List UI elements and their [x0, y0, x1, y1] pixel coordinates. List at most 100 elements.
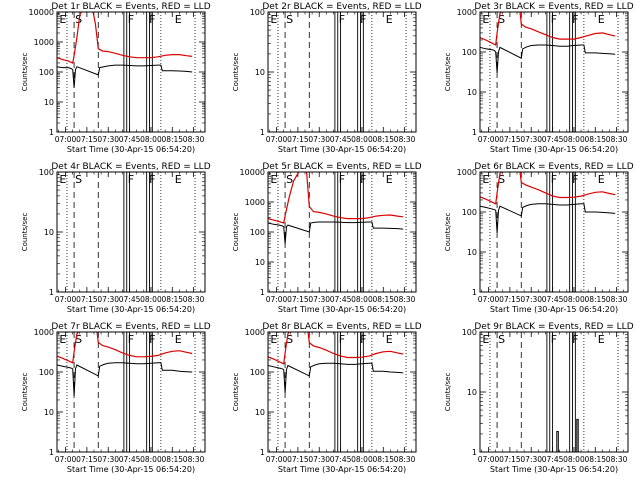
marker-label-e: E — [386, 333, 393, 346]
x-axis-label: Start Time (30-Apr-15 06:54:20) — [278, 465, 406, 474]
marker-label-f: F — [551, 333, 557, 346]
x-tick-label: 07:00 — [55, 295, 77, 304]
x-tick-label: 08:30 — [183, 135, 205, 144]
plot-frame — [267, 11, 417, 133]
marker-label-e: E — [482, 333, 489, 346]
x-axis-label: Start Time (30-Apr-15 06:54:20) — [490, 465, 618, 474]
x-tick-label: 07:00 — [266, 135, 288, 144]
x-tick-label: 08:00 — [140, 135, 162, 144]
x-tick-label: 07:45 — [330, 455, 352, 464]
x-tick-label: 07:15 — [287, 455, 309, 464]
series-events-line — [57, 64, 193, 88]
x-tick-label: 07:15 — [499, 295, 521, 304]
x-axis-label: Start Time (30-Apr-15 06:54:20) — [67, 465, 195, 474]
plot-frame — [56, 171, 206, 293]
x-tick-label: 07:45 — [542, 455, 564, 464]
x-tick-label: 08:00 — [351, 455, 373, 464]
y-tick-label: 10 — [467, 248, 477, 257]
y-axis-label: Counts/sec — [232, 373, 240, 412]
series-lld-line — [57, 12, 193, 64]
x-axis-label: Start Time (30-Apr-15 06:54:20) — [67, 145, 195, 154]
x-tick-label: 07:45 — [330, 295, 352, 304]
marker-label-s: S — [286, 173, 293, 186]
x-tick-label: 07:45 — [542, 295, 564, 304]
y-tick-label: 1 — [49, 288, 54, 297]
marker-label-f: F — [360, 173, 366, 186]
marker-label-e: E — [175, 173, 182, 186]
x-tick-label: 08:30 — [606, 455, 628, 464]
x-tick-label: 08:00 — [140, 295, 162, 304]
x-tick-label: 07:30 — [97, 455, 119, 464]
y-axis-label: Counts/sec — [232, 213, 240, 252]
marker-label-f: F — [360, 13, 366, 26]
x-tick-label: 07:00 — [266, 455, 288, 464]
x-tick-label: 08:00 — [351, 135, 373, 144]
x-tick-label: 08:30 — [183, 455, 205, 464]
series-events-line — [268, 362, 404, 393]
plot-frame — [479, 11, 629, 133]
marker-label-f: F — [149, 173, 155, 186]
y-tick-label: 1 — [472, 128, 477, 137]
marker-label-f: F — [128, 333, 134, 346]
panel-det-3: Det 3r BLACK = Events, RED = LLD Counts/s… — [444, 2, 634, 154]
marker-label-e: E — [175, 333, 182, 346]
x-tick-label: 07:45 — [542, 135, 564, 144]
y-tick-label: 1000 — [457, 168, 477, 177]
y-axis-label: Counts/sec — [232, 53, 240, 92]
panel-det-7: Det 7r BLACK = Events, RED = LLD Counts/s… — [21, 322, 211, 474]
y-tick-label: 1 — [260, 288, 265, 297]
x-tick-label: 07:15 — [287, 295, 309, 304]
series-lld-line — [268, 332, 404, 365]
marker-label-s: S — [286, 333, 293, 346]
x-tick-label: 08:30 — [394, 295, 416, 304]
x-tick-label: 07:30 — [308, 295, 330, 304]
x-axis-label: Start Time (30-Apr-15 06:54:20) — [278, 305, 406, 314]
x-axis-label: Start Time (30-Apr-15 06:54:20) — [490, 305, 618, 314]
panel-det-6: Det 6r BLACK = Events, RED = LLD Counts/s… — [444, 162, 634, 314]
marker-label-f: F — [149, 13, 155, 26]
y-axis-label: Counts/sec — [21, 53, 29, 92]
x-tick-label: 08:15 — [161, 135, 183, 144]
x-tick-label: 07:00 — [478, 455, 500, 464]
marker-label-f: F — [339, 13, 345, 26]
marker-label-s: S — [286, 13, 293, 26]
y-tick-label: 1 — [49, 448, 54, 457]
y-tick-label: 100 — [250, 368, 265, 377]
x-tick-label: 08:15 — [161, 295, 183, 304]
y-tick-label: 10 — [255, 258, 265, 267]
x-tick-label: 08:15 — [161, 455, 183, 464]
y-tick-label: 10000 — [240, 168, 265, 177]
y-tick-label: 100 — [250, 228, 265, 237]
x-tick-label: 08:30 — [183, 295, 205, 304]
x-tick-label: 08:00 — [563, 135, 585, 144]
panel-det-4: Det 4r BLACK = Events, RED = LLD Counts/s… — [21, 162, 211, 314]
plot-frame — [267, 171, 417, 293]
y-axis-label: Counts/sec — [21, 373, 29, 412]
series-lld-line — [268, 172, 404, 224]
x-tick-label: 08:30 — [394, 135, 416, 144]
panel-title: Det 1r BLACK = Events, RED = LLD — [51, 2, 210, 12]
x-axis-label: Start Time (30-Apr-15 06:54:20) — [67, 305, 195, 314]
panel-title: Det 9r BLACK = Events, RED = LLD — [474, 322, 633, 332]
series-events-line — [268, 221, 404, 244]
plot-frame — [56, 11, 206, 133]
x-axis-label: Start Time (30-Apr-15 06:54:20) — [278, 145, 406, 154]
plot-frame — [479, 171, 629, 293]
x-tick-label: 07:00 — [478, 295, 500, 304]
marker-label-f: F — [339, 333, 345, 346]
panel-title: Det 2r BLACK = Events, RED = LLD — [262, 2, 421, 12]
y-tick-label: 10 — [467, 88, 477, 97]
panel-det-9: Det 9r BLACK = Events, RED = LLD Counts/s… — [444, 322, 634, 474]
x-tick-label: 08:15 — [584, 295, 606, 304]
series-events-line — [576, 418, 579, 452]
marker-label-f: F — [128, 13, 134, 26]
x-tick-label: 08:00 — [563, 455, 585, 464]
x-tick-label: 07:15 — [287, 135, 309, 144]
marker-label-e: E — [386, 13, 393, 26]
x-tick-label: 08:00 — [140, 455, 162, 464]
x-tick-label: 07:30 — [308, 135, 330, 144]
y-tick-label: 10 — [44, 228, 54, 237]
marker-label-s: S — [75, 333, 82, 346]
plot-frame — [479, 331, 629, 453]
